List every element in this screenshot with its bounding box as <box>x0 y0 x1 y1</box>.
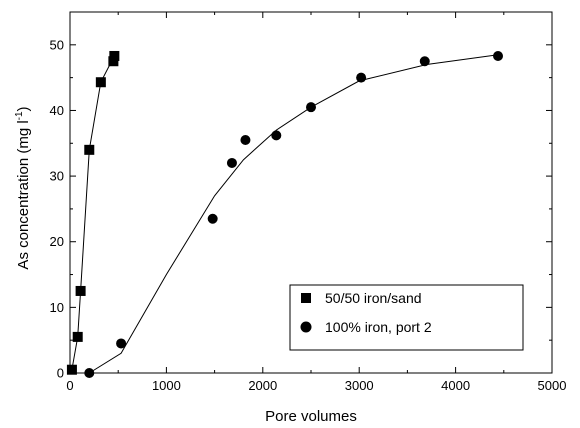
data-point-square <box>109 50 120 61</box>
y-tick-label: 40 <box>50 103 64 118</box>
y-tick-label: 10 <box>50 300 64 315</box>
y-tick-label: 50 <box>50 37 64 52</box>
legend-marker-50-50-iron-sand <box>301 293 311 303</box>
x-tick-label: 4000 <box>441 378 470 393</box>
legend-marker-100-iron-port-2 <box>300 321 312 333</box>
x-tick-label: 1000 <box>152 378 181 393</box>
data-point-circle <box>116 338 127 349</box>
data-point-square <box>66 364 77 375</box>
legend-label-50-50-iron-sand: 50/50 iron/sand <box>325 290 422 306</box>
data-point-square <box>72 331 83 342</box>
series-0-fit-line <box>69 55 115 374</box>
data-point-circle <box>306 102 316 113</box>
data-point-square <box>84 144 95 155</box>
y-tick-label: 30 <box>50 169 64 184</box>
y-axis-title: As concentration (mg l-1) <box>14 106 32 269</box>
legend-box <box>289 284 524 351</box>
data-point-circle <box>356 72 367 83</box>
data-point-circle <box>207 213 218 224</box>
legend-label-100-iron-port-2: 100% iron, port 2 <box>325 319 432 335</box>
plot-area <box>66 50 504 378</box>
data-point-circle <box>226 157 237 168</box>
data-point-square <box>108 56 119 67</box>
data-point-circle <box>240 134 251 145</box>
x-axis-title: Pore volumes <box>265 408 357 425</box>
y-axis-title-superscript: -1 <box>14 111 25 120</box>
y-tick-label: 0 <box>57 366 64 381</box>
x-tick-label: 5000 <box>538 378 567 393</box>
x-tick-label: 2000 <box>248 378 277 393</box>
data-point-square <box>75 285 86 296</box>
data-point-circle <box>493 50 504 61</box>
data-point-circle <box>419 56 430 67</box>
legend: 50/50 iron/sand 100% iron, port 2 <box>289 284 524 351</box>
data-point-circle <box>271 130 282 141</box>
x-tick-label: 0 <box>66 378 73 393</box>
axes: 0 1000 2000 3000 4000 5000 0 10 20 30 40 50 <box>50 11 567 393</box>
x-tick-label: 3000 <box>345 378 374 393</box>
series-1-fit-line <box>89 54 499 374</box>
y-tick-label: 20 <box>50 234 64 249</box>
data-point-square <box>95 77 106 88</box>
